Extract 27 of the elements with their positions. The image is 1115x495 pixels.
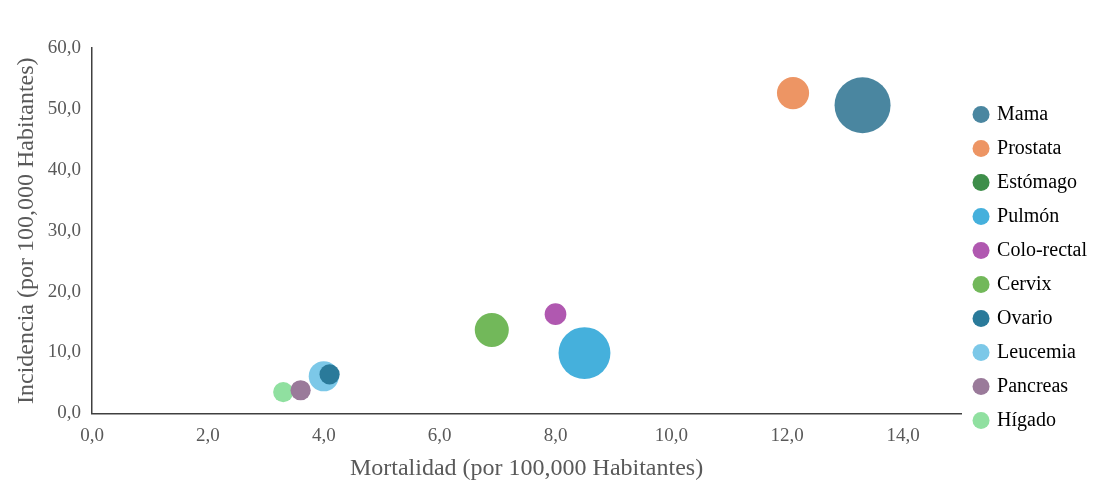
legend-label: Colo-rectal [997, 237, 1088, 260]
y-tick-label: 60,0 [47, 35, 82, 57]
legend-label: Leucemia [997, 339, 1076, 362]
legend-label: Cervix [997, 271, 1052, 294]
x-tick-label: 12,0 [770, 423, 804, 445]
x-tick-label: 8,0 [543, 423, 568, 445]
legend-label: Pancreas [997, 373, 1069, 396]
x-tick-label: 2,0 [196, 423, 220, 445]
legend-label: Pulmón [997, 203, 1060, 226]
legend-label: Prostata [997, 135, 1062, 158]
x-tick-label: 4,0 [311, 423, 336, 445]
y-axis-title: Incidencia (por 100,000 Habitantes) [11, 57, 38, 404]
y-tick-label: 20,0 [47, 279, 82, 301]
y-tick-label: 30,0 [47, 218, 82, 240]
y-tick-label: 0,0 [57, 401, 82, 423]
x-tick-label: 10,0 [654, 423, 688, 445]
x-tick-label: 6,0 [427, 423, 452, 445]
x-tick-label: 14,0 [886, 423, 920, 445]
x-tick-label: 0,0 [80, 423, 104, 445]
legend-label: Hígado [997, 407, 1056, 431]
y-tick-label: 50,0 [47, 96, 82, 118]
legend-label: Ovario [997, 305, 1053, 328]
x-axis-title: Mortalidad (por 100,000 Habitantes) [349, 453, 704, 480]
legend-label: Mama [997, 101, 1049, 124]
y-tick-label: 40,0 [47, 157, 82, 179]
y-tick-label: 10,0 [47, 340, 82, 362]
legend-label: Estómago [997, 169, 1078, 193]
